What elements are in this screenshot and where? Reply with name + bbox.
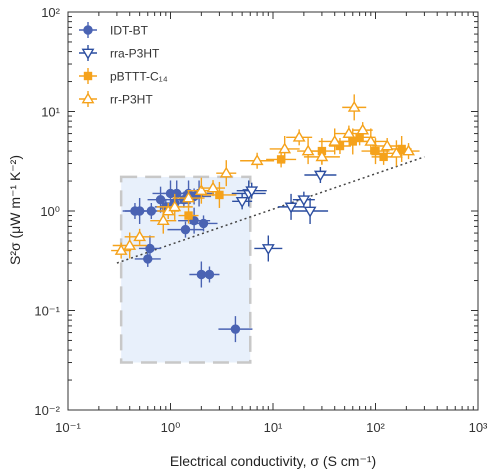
data-point (380, 139, 394, 151)
data-point (355, 133, 364, 142)
data-point (230, 324, 241, 334)
data-point (364, 134, 378, 146)
data-point (328, 134, 342, 146)
trend-line (116, 156, 425, 264)
data-point (397, 144, 406, 154)
highlight-region (119, 175, 252, 364)
legend-marker (83, 71, 93, 81)
data-points (111, 94, 420, 343)
data-point (313, 170, 327, 182)
data-point (379, 152, 388, 162)
data-point (184, 211, 193, 220)
data-point (155, 194, 166, 205)
x-tick-label: 10¹ (264, 420, 283, 435)
legend-marker (81, 48, 95, 60)
data-point (143, 254, 153, 264)
y-tick-label: 10¹ (41, 105, 60, 120)
data-point (402, 144, 415, 156)
data-point (389, 146, 403, 158)
data-point (250, 154, 264, 166)
data-point (245, 186, 259, 198)
data-point (206, 181, 220, 193)
x-axis-title: Electrical conductivity, σ (S cm⁻¹) (170, 453, 376, 469)
x-tick-label: 10⁰ (161, 420, 181, 435)
data-point (182, 191, 195, 203)
data-point (261, 244, 275, 256)
data-point (133, 230, 147, 242)
legend-marker (83, 25, 93, 35)
data-point (198, 218, 209, 229)
data-point (348, 137, 357, 146)
x-tick-label: 10⁻¹ (55, 420, 81, 435)
data-point (168, 200, 182, 212)
legend-label: pBTTT-C₁₄ (110, 70, 168, 84)
axes: 10⁻¹ 10⁰ 10¹ 10² 10³ 10⁻² 10⁻¹ 10⁰ 10¹ 10² (34, 5, 488, 435)
data-point (146, 206, 157, 216)
series-1 (231, 167, 337, 262)
y-tick-label: 10⁻² (34, 403, 60, 418)
y-axis-title: S²σ (μW m⁻¹ K⁻²) (7, 155, 23, 265)
data-point (347, 100, 361, 112)
x-tick-label: 10³ (469, 420, 488, 435)
data-point (278, 142, 292, 154)
y-tick-label: 10⁰ (40, 204, 60, 219)
data-point (301, 144, 315, 156)
data-point (180, 224, 191, 235)
data-point (235, 197, 249, 208)
legend-label: rra-P3HT (110, 47, 160, 61)
y-tick-label: 10⁻¹ (34, 304, 60, 319)
data-point (276, 155, 286, 164)
series-3 (111, 94, 420, 259)
data-point (156, 214, 170, 225)
highlight-box (119, 175, 252, 364)
data-point (297, 195, 311, 207)
data-point (215, 190, 224, 200)
legend-label: rr-P3HT (110, 93, 153, 107)
legend-label: IDT-BT (110, 24, 149, 38)
data-point (292, 130, 306, 142)
y-tick-label: 10² (41, 5, 60, 20)
data-point (335, 141, 345, 151)
data-point (194, 184, 208, 196)
data-point (315, 150, 329, 162)
data-point (371, 146, 380, 156)
trend-line-path (116, 156, 425, 264)
data-point (284, 202, 298, 214)
x-tick-label: 10² (366, 420, 385, 435)
data-point (123, 238, 137, 250)
data-point (356, 123, 370, 135)
data-point (303, 206, 317, 218)
data-point (219, 166, 233, 178)
legend: IDT-BT rra-P3HT pBTTT-C₁₄ rr-P3HT (79, 22, 168, 107)
data-point (204, 269, 215, 280)
data-point (342, 126, 356, 138)
legend-marker (81, 92, 95, 104)
data-point (145, 243, 155, 254)
